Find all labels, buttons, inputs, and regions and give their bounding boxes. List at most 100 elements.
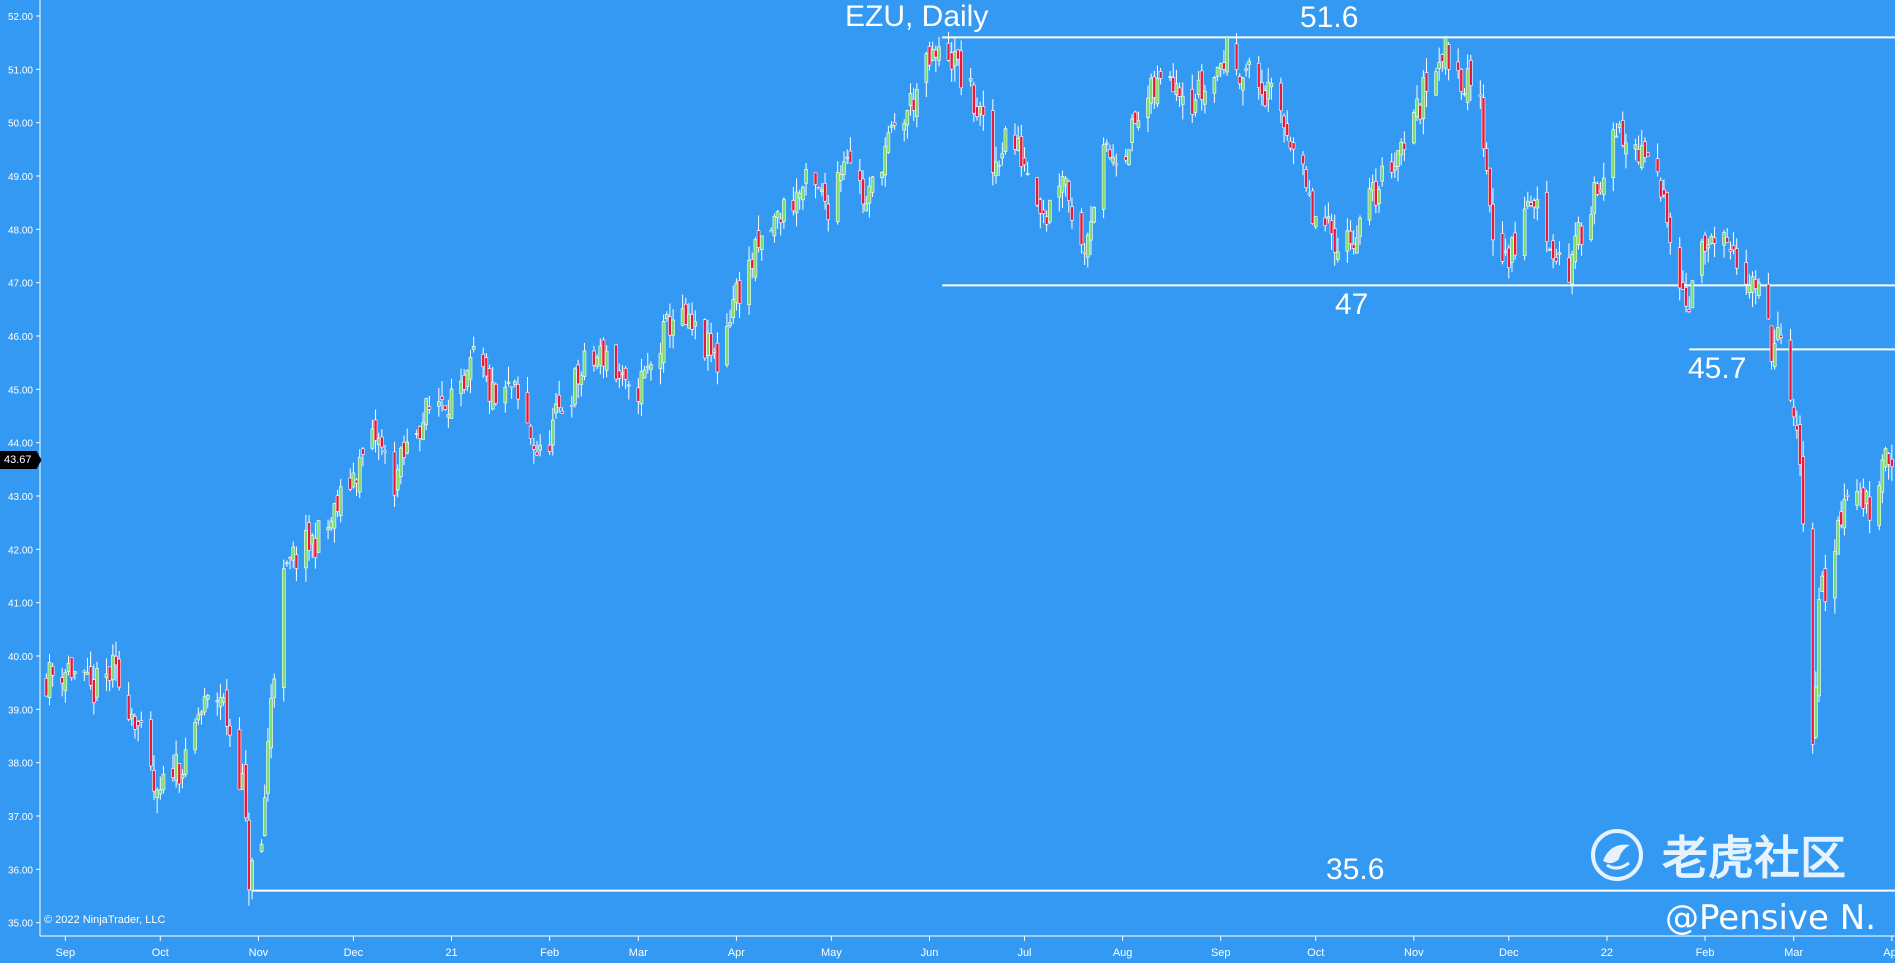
candle-body-down bbox=[1795, 425, 1799, 431]
candle bbox=[1633, 138, 1638, 161]
candle bbox=[82, 669, 87, 682]
candle bbox=[639, 358, 644, 417]
candle-body-down bbox=[44, 678, 49, 697]
candle-body-down bbox=[592, 350, 596, 366]
candle bbox=[886, 125, 891, 154]
candle bbox=[1665, 191, 1669, 228]
candle bbox=[1168, 71, 1172, 82]
candle bbox=[1469, 54, 1473, 101]
candle-body-down bbox=[702, 319, 707, 359]
candle-body-up bbox=[468, 356, 473, 380]
candle bbox=[642, 365, 647, 379]
candle bbox=[1304, 165, 1309, 192]
candle bbox=[332, 502, 337, 543]
candle-body-up bbox=[1149, 77, 1153, 104]
candle-body-up bbox=[1377, 188, 1381, 204]
candle bbox=[823, 172, 827, 210]
candle bbox=[946, 31, 951, 62]
candle-body-down bbox=[1779, 334, 1783, 338]
candle-body-down bbox=[1488, 167, 1492, 207]
tiger-community-logo-icon bbox=[1591, 829, 1643, 881]
candle-body-up bbox=[579, 375, 584, 385]
candle bbox=[243, 750, 248, 822]
candle bbox=[471, 336, 476, 353]
candle bbox=[405, 428, 410, 455]
candle bbox=[440, 381, 444, 412]
candle bbox=[858, 158, 862, 195]
x-tick-label: Mar bbox=[629, 947, 648, 959]
candle bbox=[905, 109, 910, 139]
candle bbox=[1554, 248, 1559, 265]
candle-body-down bbox=[528, 425, 533, 439]
candle-body-down bbox=[1329, 220, 1334, 235]
candle-body-down bbox=[335, 495, 340, 512]
candle-body-up bbox=[1393, 166, 1397, 171]
candle-body-up bbox=[1700, 241, 1704, 276]
candle bbox=[1478, 80, 1483, 110]
candle-body-down bbox=[525, 392, 530, 424]
candle bbox=[196, 707, 201, 725]
x-tick-label: Oct bbox=[1307, 947, 1324, 959]
candle bbox=[528, 423, 533, 445]
candle bbox=[1491, 188, 1495, 256]
candle-body-down bbox=[1766, 283, 1771, 320]
candle bbox=[604, 345, 609, 378]
candle-body-down bbox=[133, 716, 137, 730]
candle-body-up bbox=[174, 754, 178, 781]
candle-body-up bbox=[262, 797, 267, 836]
candle bbox=[1646, 152, 1650, 157]
candle-body-down bbox=[623, 367, 628, 380]
candle-body-down bbox=[1469, 60, 1473, 86]
candle-body-up bbox=[1215, 67, 1220, 77]
candle-body-up bbox=[1313, 216, 1318, 228]
candle bbox=[247, 812, 251, 906]
candle-body-down bbox=[1418, 104, 1422, 120]
candle-body-down bbox=[1646, 152, 1650, 157]
candle-body-down bbox=[778, 218, 783, 223]
candle-body-up bbox=[753, 239, 758, 278]
candle-body-up bbox=[1633, 144, 1638, 150]
level-label: 47 bbox=[1335, 288, 1369, 322]
candle-body-up bbox=[1025, 173, 1030, 176]
candle bbox=[775, 209, 780, 229]
candle bbox=[1355, 225, 1359, 254]
candle-body-up bbox=[1750, 276, 1755, 293]
candle bbox=[1310, 187, 1315, 225]
candle-body-up bbox=[193, 721, 197, 751]
y-tick-label: 40.00 bbox=[8, 652, 33, 663]
candle bbox=[1260, 69, 1264, 106]
candle-body-down bbox=[991, 110, 995, 173]
candle-body-down bbox=[1668, 216, 1673, 243]
candle-body-up bbox=[1535, 199, 1540, 209]
candle bbox=[1595, 181, 1600, 197]
candle bbox=[924, 51, 929, 97]
candle-body-up bbox=[1104, 142, 1109, 145]
candle-body-down bbox=[1282, 115, 1286, 129]
candle-body-down bbox=[462, 375, 466, 390]
candle-body-down bbox=[481, 354, 485, 367]
candle bbox=[570, 395, 574, 418]
candle bbox=[1522, 196, 1527, 261]
candle-body-up bbox=[459, 380, 463, 395]
candle-body-down bbox=[1839, 511, 1843, 526]
candle-body-up bbox=[1437, 62, 1441, 69]
candle bbox=[259, 839, 264, 853]
candle-body-down bbox=[1712, 237, 1717, 244]
candle-body-up bbox=[1864, 491, 1869, 504]
candle bbox=[1766, 272, 1771, 320]
candle-body-down bbox=[1658, 180, 1663, 198]
candle-body-up bbox=[1212, 77, 1217, 94]
candle bbox=[1855, 479, 1859, 511]
candle-body-up bbox=[1611, 129, 1616, 178]
candle-body-up bbox=[1345, 230, 1350, 252]
candle bbox=[1199, 64, 1204, 111]
candle-body-down bbox=[177, 763, 182, 785]
candle bbox=[538, 434, 542, 457]
candle-body-down bbox=[975, 106, 979, 117]
candle-body-up bbox=[775, 211, 780, 219]
candle-body-up bbox=[405, 441, 410, 454]
candle-body-down bbox=[1304, 169, 1309, 188]
candle bbox=[1845, 489, 1850, 501]
candle bbox=[1241, 76, 1245, 106]
candle-body-up bbox=[1814, 686, 1818, 738]
